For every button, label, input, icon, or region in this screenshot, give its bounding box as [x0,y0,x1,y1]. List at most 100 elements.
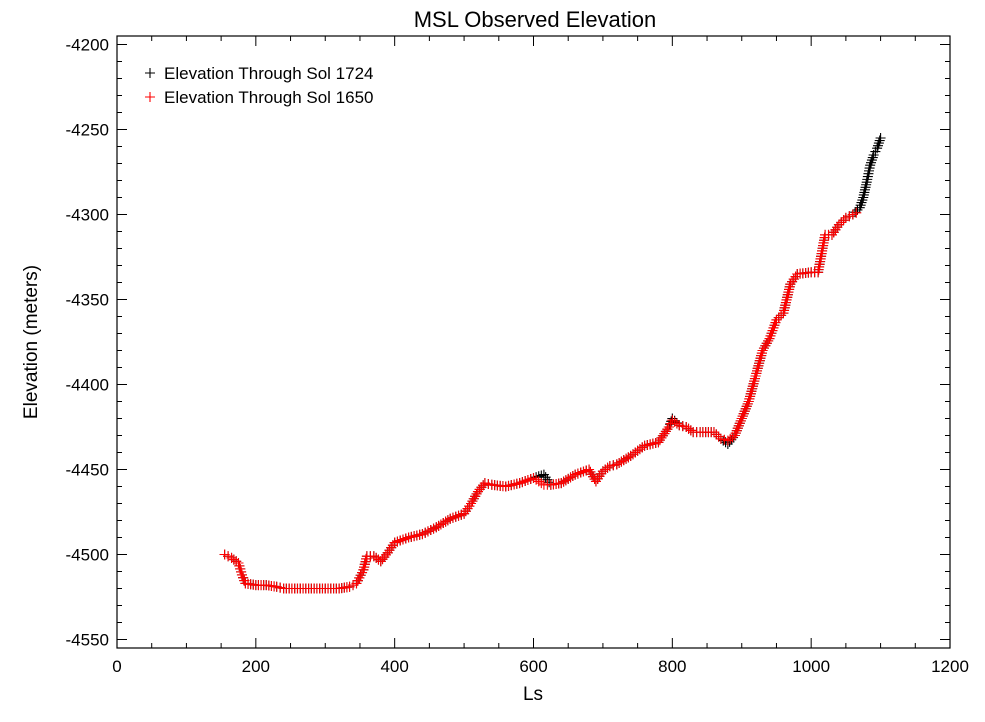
data-point [538,469,549,480]
data-point [435,519,446,530]
data-point [850,207,861,218]
data-point [442,515,453,526]
data-point [400,533,411,544]
data-point [747,383,758,394]
data-point [753,360,764,371]
data-point [862,174,873,185]
data-point [397,534,408,545]
data-point [780,297,791,308]
data-point [462,503,473,514]
data-point [453,510,464,521]
data-point [873,138,884,149]
data-point [713,431,724,442]
data-point [358,564,369,575]
tick-labels: 0 200 400 600 800 1000 1200 -4550 -4500 -4450 -440… [66,36,969,677]
legend-marker [145,68,155,78]
data-point [756,348,767,359]
data-point [584,464,595,475]
data-point [351,578,362,589]
data-point [781,294,792,305]
data-point [503,480,514,491]
data-point [784,281,795,292]
data-point [863,168,874,179]
data-point [586,469,597,480]
data-point [742,398,753,409]
data-point [506,480,517,491]
data-point [735,415,746,426]
data-point [782,292,793,303]
data-point [459,508,470,519]
data-point [749,376,760,387]
data-point [783,287,794,298]
data-point [748,378,759,389]
data-point [500,481,511,492]
data-point [594,471,605,482]
data-point [779,302,790,313]
data-point [778,308,789,319]
data-point [563,473,574,484]
y-tick-label: -4500 [66,546,109,565]
data-point [747,381,758,392]
data-point [531,474,542,485]
legend: Elevation Through Sol 1724 Elevation Thro… [145,64,374,107]
series-2 [219,207,862,594]
data-point [558,476,569,487]
data-point [754,358,765,369]
data-point [838,215,849,226]
data-point [581,465,592,476]
data-point [830,224,841,235]
data-point [743,396,754,407]
data-point [528,473,539,483]
series-1 [219,133,886,594]
x-tick-label: 200 [242,657,270,676]
data-point [361,553,372,564]
data-point [585,466,596,477]
data-point [514,478,525,489]
legend-label: Elevation Through Sol 1724 [164,64,374,83]
data-point [745,388,756,399]
data-point [647,438,658,449]
y-tick-label: -4350 [66,291,109,310]
y-tick-label: -4400 [66,376,109,395]
data-point [470,491,481,502]
data-point [875,133,886,143]
data-point [511,478,522,489]
data-point [859,187,870,198]
data-point [749,373,760,384]
x-tick-label: 1000 [792,657,830,676]
y-tick-label: -4550 [66,631,109,650]
data-point [428,523,439,534]
data-point [746,386,757,397]
x-tick-label: 0 [112,657,121,676]
data-point [784,284,795,295]
data-point [855,200,866,211]
data-point [618,455,629,466]
data-point [556,478,567,489]
data-point [384,545,395,556]
data-point [411,530,422,541]
data-point [854,202,865,213]
data-point [422,526,433,537]
data-point [729,430,740,441]
data-point [766,328,777,339]
data-point [420,527,431,538]
data-point [737,411,748,422]
data-point [238,572,249,583]
data-point [732,423,743,434]
data-point [859,184,870,195]
data-point [433,520,444,531]
x-axis-label: Ls [523,684,543,705]
data-point [858,189,869,200]
data-point [533,476,544,487]
data-point [431,522,442,533]
data-point [570,469,581,480]
data-point [740,403,751,414]
data-point [771,314,782,325]
data-point [856,197,867,208]
data-point [355,570,366,581]
data-point [858,192,869,203]
data-point [389,537,400,548]
data-point [359,559,370,570]
data-point [745,391,756,402]
data-point [773,312,784,323]
